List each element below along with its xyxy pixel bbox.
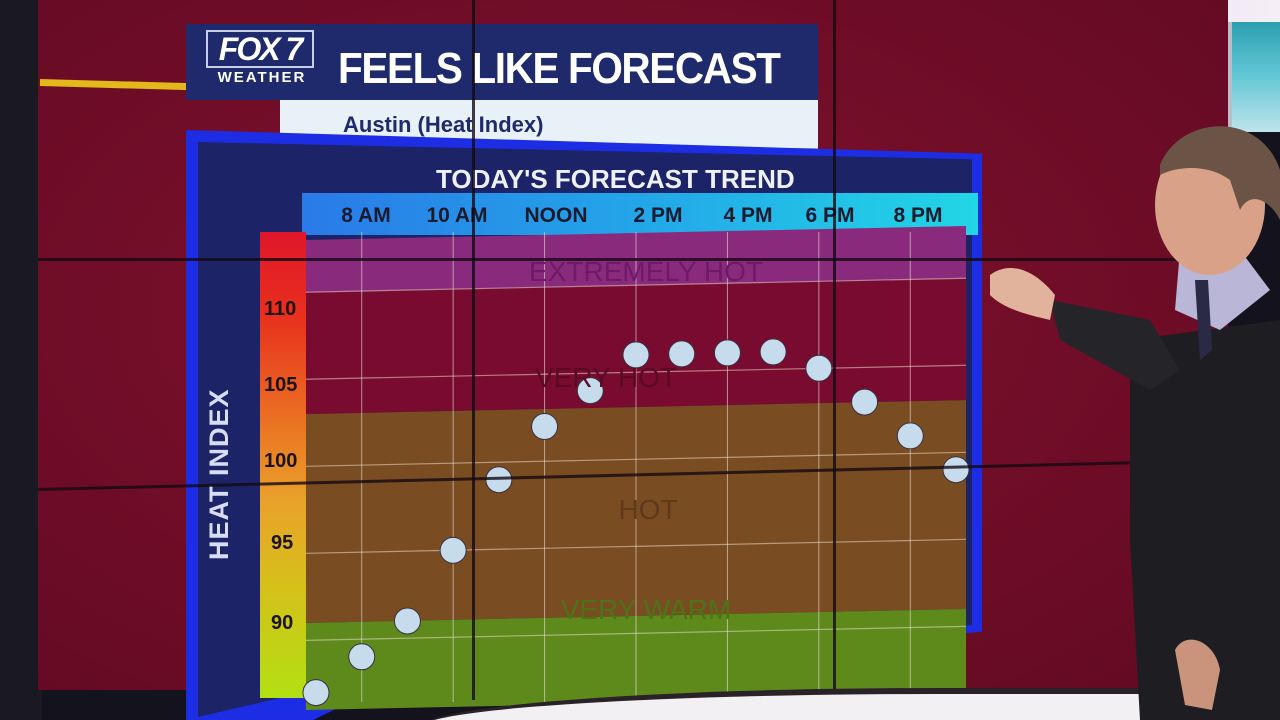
data-point	[439, 536, 467, 564]
page-title: FEELS LIKE FORECAST	[338, 44, 781, 93]
y-tick-label: 90	[271, 612, 294, 634]
screen-seam	[472, 0, 475, 700]
zone-label-hot: HOT	[618, 494, 678, 525]
zone-label-very-hot: VERY HOT	[534, 362, 678, 393]
time-label: 8 PM	[893, 204, 943, 227]
y-tick-label: 100	[264, 450, 298, 472]
data-point	[576, 377, 604, 405]
chart-svg	[302, 226, 970, 710]
time-label: 4 PM	[723, 204, 773, 227]
chart-plot-area: EXTREMELY HOT VERY HOT HOT VERY WARM	[302, 226, 970, 710]
data-point	[668, 340, 696, 368]
data-point	[531, 412, 559, 440]
y-tick-label: 110	[264, 298, 297, 320]
time-label: 2 PM	[633, 204, 683, 227]
time-label: 8 AM	[341, 204, 391, 227]
time-label: 6 PM	[805, 204, 855, 227]
data-point	[896, 422, 924, 450]
data-point	[713, 339, 741, 367]
presenter	[990, 126, 1280, 720]
time-label: NOON	[524, 204, 588, 227]
header-banner	[186, 24, 818, 100]
y-tick-label: 95	[271, 532, 294, 554]
time-label: 10 AM	[426, 204, 488, 227]
logo-weather: WEATHER	[217, 69, 307, 86]
location-subtitle: Austin (Heat Index)	[343, 112, 544, 137]
screen-seam	[38, 258, 1228, 261]
data-point	[302, 679, 330, 707]
data-point	[759, 338, 787, 366]
data-point	[805, 354, 833, 382]
logo-fox7: FOX 7	[206, 30, 314, 68]
zone-label-extremely-hot: EXTREMELY HOT	[529, 256, 763, 287]
station-logo: FOX 7 WEATHER	[206, 30, 318, 94]
data-point	[622, 341, 650, 369]
y-axis-title: HEAT INDEX	[204, 388, 234, 560]
data-point	[851, 388, 879, 416]
zone-label-very-warm: VERY WARM	[560, 594, 732, 625]
screen-seam	[833, 0, 836, 700]
data-point	[942, 456, 970, 484]
time-axis-bar	[302, 193, 978, 235]
studio-side-panel	[1228, 22, 1280, 132]
data-point	[393, 607, 421, 635]
chart-title: TODAY'S FORECAST TREND	[436, 164, 795, 194]
data-point	[348, 643, 376, 671]
studio-left-wall	[0, 0, 42, 720]
heat-color-scale	[260, 232, 306, 698]
y-tick-label: 105	[264, 374, 298, 396]
